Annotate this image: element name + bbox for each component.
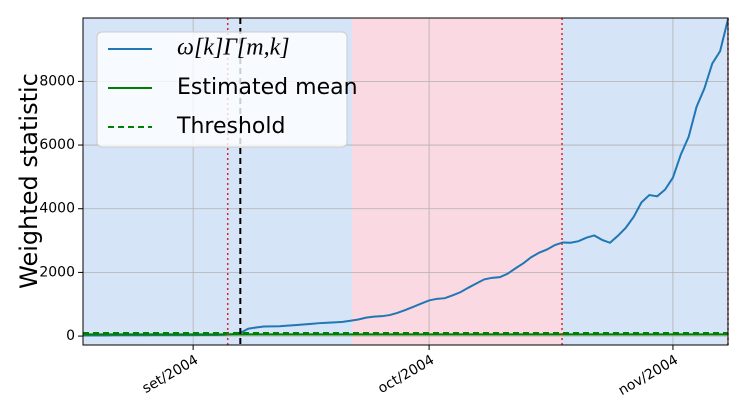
legend: ω[k]Γ[m,k] Estimated mean Threshold	[96, 31, 358, 148]
y-tick-label: 4000	[39, 201, 75, 217]
shaded-region	[352, 18, 563, 345]
legend-label: Estimated mean	[177, 75, 358, 100]
x-tick-label: oct/2004	[375, 352, 437, 397]
y-tick-label: 8000	[39, 73, 75, 89]
y-tick-label: 6000	[39, 137, 75, 153]
x-tick-label: nov/2004	[616, 352, 681, 399]
legend-box	[96, 31, 348, 148]
shaded-region	[562, 18, 728, 345]
y-tick-label: 0	[66, 328, 75, 344]
legend-label: ω[k]Γ[m,k]	[177, 35, 290, 61]
y-tick-label: 2000	[39, 264, 75, 280]
plot-frame	[82, 17, 729, 346]
legend-label: Threshold	[176, 114, 285, 139]
y-axis-label: Weighted statistic	[15, 73, 43, 289]
x-tick-label: set/2004	[140, 352, 202, 397]
